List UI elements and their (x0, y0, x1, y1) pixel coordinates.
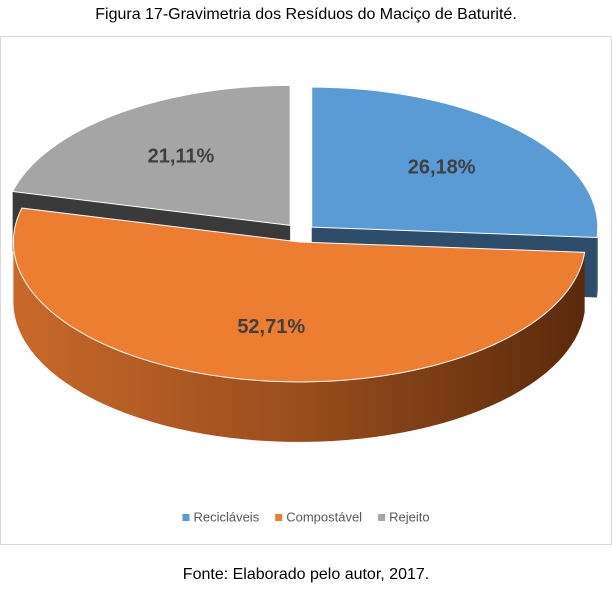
legend-swatch (275, 514, 283, 521)
slice (11, 84, 291, 226)
legend-swatch (182, 514, 190, 521)
data-label: 21,11% (148, 145, 215, 167)
slice-wall (596, 227, 598, 298)
slice (12, 207, 586, 383)
data-label: 26,18% (408, 156, 476, 178)
slice (311, 86, 599, 239)
slice-wall (13, 241, 585, 442)
legend: Recicláveis Compostável Rejeito (182, 509, 430, 524)
caption: Fonte: Elaborado pelo autor, 2017. (183, 566, 429, 583)
chart-title: Figura 17-Gravimetria dos Resíduos do Ma… (95, 6, 517, 23)
data-label: 52,71% (237, 316, 305, 338)
legend-label: Recicláveis (193, 509, 259, 524)
pie: 26,18% 52,71% 21,11% (11, 84, 599, 442)
legend-label: Rejeito (389, 509, 429, 524)
legend-label: Compostável (286, 509, 362, 524)
legend-swatch (378, 514, 386, 521)
